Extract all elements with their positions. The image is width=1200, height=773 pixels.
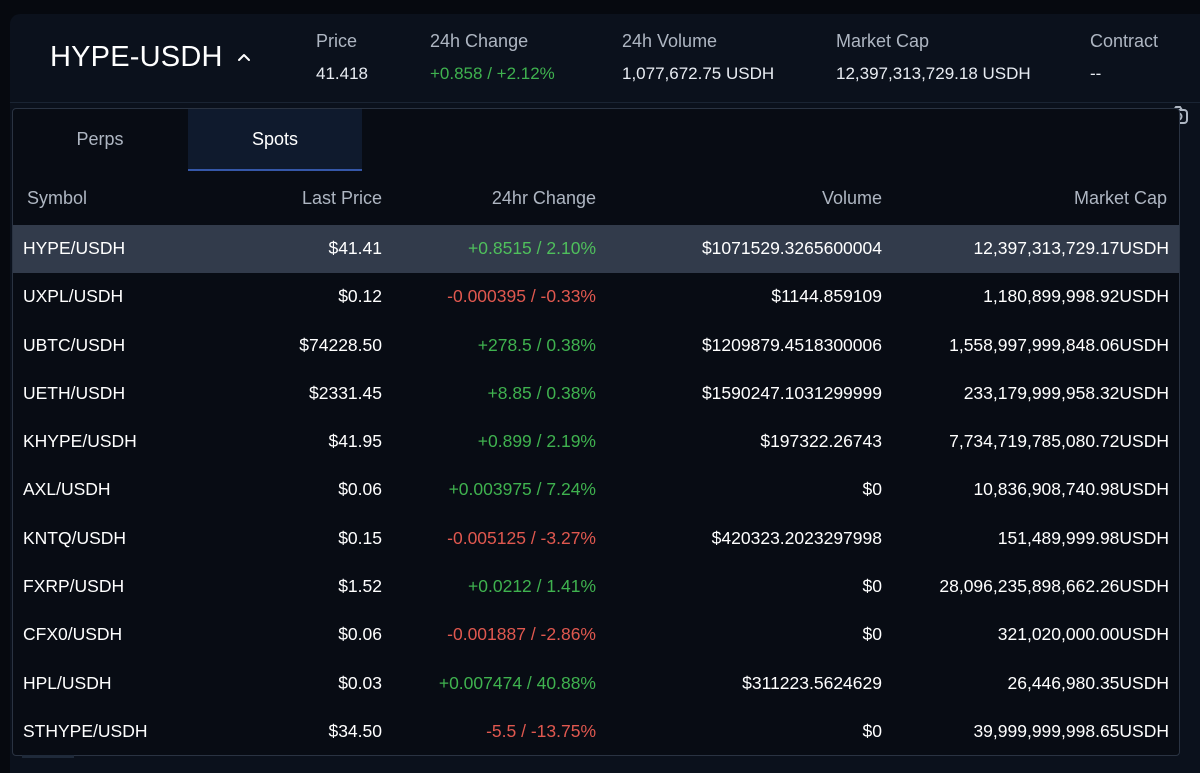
stat-price: Price 41.418 — [316, 31, 368, 84]
table-row[interactable]: UXPL/USDH $0.12 -0.000395 / -0.33% $1144… — [13, 273, 1179, 321]
row-symbol: KHYPE/USDH — [23, 431, 137, 452]
row-last-price: $0.06 — [338, 624, 382, 645]
row-symbol: HYPE/USDH — [23, 238, 126, 258]
row-change: -5.5 / -13.75% — [486, 720, 596, 741]
ticker-bar: HYPE-USDH Price 41.418 24h Change +0.858… — [10, 14, 1200, 103]
market-list: HYPE/USDH $41.41 +0.8515 / 2.10% $107152… — [13, 225, 1179, 755]
stat-market-cap: Market Cap 12,397,313,729.18 USDH — [836, 31, 1031, 84]
row-symbol: FXRP/USDH — [23, 576, 125, 597]
table-row[interactable]: STHYPE/USDH $34.50 -5.5 / -13.75% $0 39,… — [13, 708, 1179, 755]
row-volume: $0 — [862, 576, 882, 597]
row-market-cap: 1,180,899,998.92USDH — [983, 286, 1169, 307]
row-market-cap: 151,489,999.98USDH — [997, 527, 1169, 548]
background-tab-indicator — [22, 755, 74, 758]
row-change: -0.000395 / -0.33% — [447, 286, 596, 307]
row-last-price: $0.12 — [338, 286, 382, 307]
column-header-market-cap[interactable]: Market Cap — [1073, 188, 1167, 208]
market-selector-dropdown: Perps Spots Symbol Last Price 24hr Chang… — [12, 108, 1180, 756]
stat-value: 41.418 — [316, 64, 368, 83]
stat-label: Market Cap — [836, 31, 930, 51]
row-last-price: $0.15 — [338, 527, 382, 548]
table-row[interactable]: KHYPE/USDH $41.95 +0.899 / 2.19% $197322… — [13, 418, 1179, 466]
row-symbol: CFX0/USDH — [23, 624, 123, 645]
row-volume: $0 — [862, 720, 882, 741]
stat-24h-volume: 24h Volume 1,077,672.75 USDH — [622, 31, 774, 84]
pair-selector[interactable]: HYPE-USDH — [50, 41, 253, 74]
row-symbol: UBTC/USDH — [23, 334, 126, 355]
row-last-price: $34.50 — [328, 720, 382, 741]
row-market-cap: 1,558,997,999,848.06USDH — [949, 334, 1169, 355]
market-type-tabs: Perps Spots — [13, 109, 1179, 171]
row-market-cap: 12,397,313,729.17USDH — [973, 238, 1169, 258]
row-change: +0.8515 / 2.10% — [468, 238, 596, 258]
stat-value: 1,077,672.75 USDH — [622, 64, 775, 83]
table-row[interactable]: HPL/USDH $0.03 +0.007474 / 40.88% $31122… — [13, 660, 1179, 708]
stat-24h-change: 24h Change +0.858 / +2.12% — [430, 31, 555, 84]
row-symbol: AXL/USDH — [23, 479, 111, 500]
row-volume: $0 — [862, 479, 882, 500]
tab-perps[interactable]: Perps — [76, 128, 124, 149]
column-header-symbol[interactable]: Symbol — [27, 188, 88, 208]
row-market-cap: 321,020,000.00USDH — [997, 624, 1169, 645]
table-header: Symbol Last Price 24hr Change Volume Mar… — [13, 171, 1179, 225]
row-last-price: $41.41 — [328, 238, 382, 258]
row-last-price: $0.06 — [338, 479, 382, 500]
stat-label: Contract — [1090, 31, 1159, 51]
row-volume: $0 — [862, 624, 882, 645]
row-volume: $311223.5624629 — [742, 672, 882, 693]
row-change: +0.003975 / 7.24% — [448, 479, 596, 500]
stat-label: 24h Change — [430, 31, 529, 51]
row-last-price: $1.52 — [338, 576, 382, 597]
row-change: +278.5 / 0.38% — [477, 334, 596, 355]
row-symbol: UETH/USDH — [23, 382, 126, 403]
row-symbol: KNTQ/USDH — [23, 527, 127, 548]
row-market-cap: 39,999,999,998.65USDH — [973, 720, 1169, 741]
row-change: -0.005125 / -3.27% — [447, 527, 596, 548]
stat-contract: Contract -- — [1090, 31, 1158, 84]
row-volume: $1144.859109 — [771, 286, 882, 307]
pair-title: HYPE-USDH — [50, 41, 223, 73]
stat-label: Price — [316, 31, 358, 51]
table-row[interactable]: KNTQ/USDH $0.15 -0.005125 / -3.27% $4203… — [13, 515, 1179, 563]
row-change: +0.007474 / 40.88% — [438, 672, 596, 693]
stat-value: -- — [1090, 64, 1102, 83]
row-change: +8.85 / 0.38% — [487, 382, 597, 403]
row-market-cap: 233,179,999,958.32USDH — [963, 382, 1169, 403]
row-volume: $1071529.3265600004 — [701, 238, 882, 258]
stat-value: +0.858 / +2.12% — [430, 64, 555, 83]
column-header-volume[interactable]: Volume — [821, 188, 882, 208]
row-market-cap: 7,734,719,785,080.72USDH — [949, 431, 1169, 452]
row-last-price: $0.03 — [338, 672, 382, 693]
row-market-cap: 28,096,235,898,662.26USDH — [939, 576, 1169, 597]
row-volume: $420323.2023297998 — [711, 527, 882, 548]
row-symbol: HPL/USDH — [23, 672, 112, 693]
table-row[interactable]: HYPE/USDH $41.41 +0.8515 / 2.10% $107152… — [13, 225, 1179, 274]
table-row[interactable]: FXRP/USDH $1.52 +0.0212 / 1.41% $0 28,09… — [13, 563, 1179, 611]
row-change: +0.0212 / 1.41% — [468, 576, 596, 597]
row-market-cap: 26,446,980.35USDH — [1007, 672, 1170, 693]
column-header-24hr-change[interactable]: 24hr Change — [491, 188, 596, 208]
row-last-price: $74228.50 — [299, 334, 382, 355]
row-last-price: $41.95 — [328, 431, 382, 452]
column-header-last-price[interactable]: Last Price — [301, 188, 382, 208]
stat-value: 12,397,313,729.18 USDH — [836, 64, 1031, 83]
tab-spots[interactable]: Spots — [188, 109, 362, 171]
row-symbol: UXPL/USDH — [23, 286, 124, 307]
row-last-price: $2331.45 — [309, 382, 382, 403]
table-row[interactable]: AXL/USDH $0.06 +0.003975 / 7.24% $0 10,8… — [13, 466, 1179, 514]
row-change: -0.001887 / -2.86% — [447, 624, 596, 645]
table-row[interactable]: UBTC/USDH $74228.50 +278.5 / 0.38% $1209… — [13, 322, 1179, 370]
row-change: +0.899 / 2.19% — [477, 431, 596, 452]
row-market-cap: 10,836,908,740.98USDH — [973, 479, 1169, 500]
chevron-up-icon — [237, 53, 250, 61]
row-volume: $1209879.4518300006 — [701, 334, 882, 355]
stat-label: 24h Volume — [622, 31, 718, 51]
row-volume: $197322.26743 — [760, 431, 882, 452]
row-symbol: STHYPE/USDH — [23, 720, 148, 741]
row-volume: $1590247.1031299999 — [701, 382, 882, 403]
table-row[interactable]: CFX0/USDH $0.06 -0.001887 / -2.86% $0 32… — [13, 611, 1179, 659]
table-row[interactable]: UETH/USDH $2331.45 +8.85 / 0.38% $159024… — [13, 370, 1179, 418]
